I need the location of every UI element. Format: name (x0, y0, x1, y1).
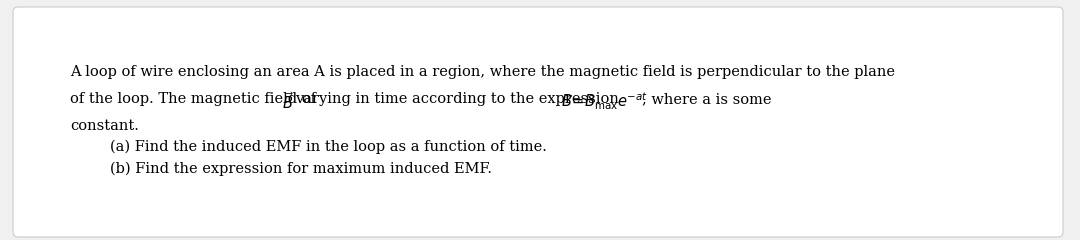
Text: $\vec{B}$: $\vec{B}$ (282, 91, 294, 112)
Text: , where a is some: , where a is some (642, 92, 771, 106)
Text: of the loop. The magnetic field of: of the loop. The magnetic field of (70, 92, 321, 106)
FancyBboxPatch shape (13, 7, 1063, 237)
Text: (a) Find the induced EMF in the loop as a function of time.: (a) Find the induced EMF in the loop as … (110, 140, 546, 154)
Text: varying in time according to the expression: varying in time according to the express… (295, 92, 623, 106)
Text: A loop of wire enclosing an area A is placed in a region, where the magnetic fie: A loop of wire enclosing an area A is pl… (70, 65, 895, 79)
Text: constant.: constant. (70, 119, 139, 133)
Text: $B\!=\!B_{\rm max}e^{-at}$: $B\!=\!B_{\rm max}e^{-at}$ (561, 91, 648, 112)
Text: (b) Find the expression for maximum induced EMF.: (b) Find the expression for maximum indu… (110, 162, 492, 176)
